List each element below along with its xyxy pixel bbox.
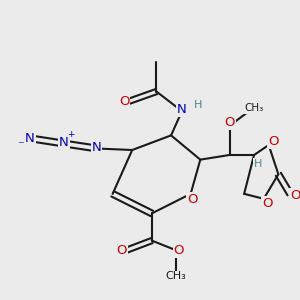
Text: N: N bbox=[59, 136, 69, 149]
Text: O: O bbox=[224, 116, 235, 129]
Text: O: O bbox=[262, 197, 272, 210]
Text: O: O bbox=[119, 95, 129, 108]
Text: O: O bbox=[187, 193, 197, 206]
Text: O: O bbox=[117, 244, 127, 257]
Text: +: + bbox=[67, 130, 74, 139]
Text: ⁻: ⁻ bbox=[17, 139, 24, 152]
Text: O: O bbox=[174, 244, 184, 257]
Text: H: H bbox=[254, 159, 262, 169]
Text: O: O bbox=[290, 189, 300, 202]
Text: N: N bbox=[177, 103, 187, 116]
Text: CH₃: CH₃ bbox=[244, 103, 263, 113]
Text: N: N bbox=[25, 132, 35, 145]
Text: O: O bbox=[268, 135, 278, 148]
Text: N: N bbox=[92, 142, 101, 154]
Text: H: H bbox=[194, 100, 202, 110]
Text: CH₃: CH₃ bbox=[166, 271, 186, 281]
